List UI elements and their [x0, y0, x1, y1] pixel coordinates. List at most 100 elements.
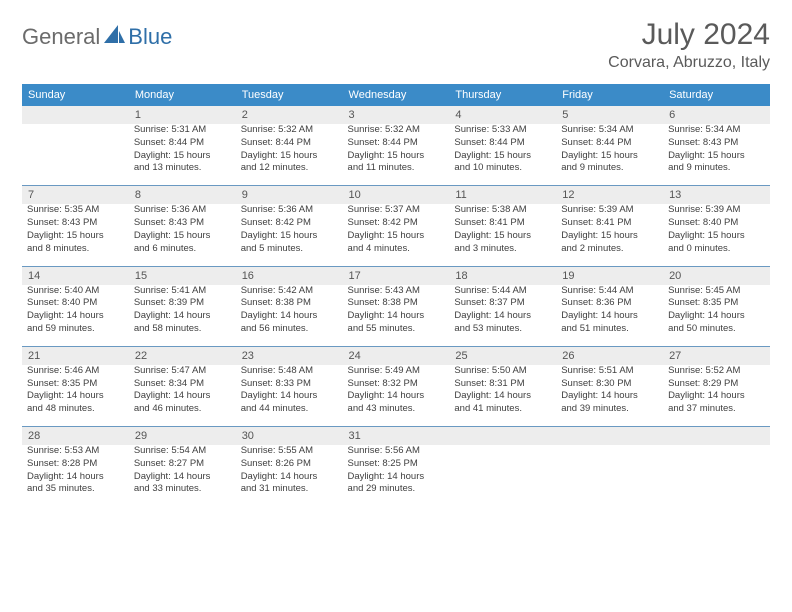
day-number: 12 [556, 186, 663, 205]
day-line: Sunrise: 5:45 AM [668, 285, 765, 298]
day-line: and 3 minutes. [454, 243, 551, 256]
day-line: Daylight: 14 hours [27, 390, 124, 403]
day-number: 2 [236, 106, 343, 124]
logo-text-general: General [22, 24, 100, 50]
daynum-row: 21222324252627 [22, 346, 770, 365]
day-cell: Sunrise: 5:48 AMSunset: 8:33 PMDaylight:… [236, 365, 343, 427]
dow-cell: Wednesday [343, 84, 450, 106]
day-line: Daylight: 14 hours [134, 310, 231, 323]
day-line: Sunset: 8:42 PM [348, 217, 445, 230]
day-line: Sunset: 8:43 PM [27, 217, 124, 230]
day-cell: Sunrise: 5:39 AMSunset: 8:40 PMDaylight:… [663, 204, 770, 266]
day-line: Sunset: 8:30 PM [561, 378, 658, 391]
daynum-row: 14151617181920 [22, 266, 770, 285]
day-number: 29 [129, 427, 236, 446]
calendar-body: SundayMondayTuesdayWednesdayThursdayFrid… [22, 84, 770, 506]
day-number: 24 [343, 346, 450, 365]
day-number: 5 [556, 106, 663, 124]
day-line: Daylight: 14 hours [348, 310, 445, 323]
day-line: Sunset: 8:38 PM [241, 297, 338, 310]
day-line: Sunset: 8:36 PM [561, 297, 658, 310]
week-row: Sunrise: 5:35 AMSunset: 8:43 PMDaylight:… [22, 204, 770, 266]
day-cell: Sunrise: 5:53 AMSunset: 8:28 PMDaylight:… [22, 445, 129, 506]
day-number: 9 [236, 186, 343, 205]
day-number: 23 [236, 346, 343, 365]
day-line: Sunrise: 5:50 AM [454, 365, 551, 378]
day-cell [556, 445, 663, 506]
day-number: 27 [663, 346, 770, 365]
day-line: Sunset: 8:40 PM [668, 217, 765, 230]
day-line: Sunrise: 5:54 AM [134, 445, 231, 458]
month-title: July 2024 [608, 18, 770, 52]
day-cell: Sunrise: 5:44 AMSunset: 8:36 PMDaylight:… [556, 285, 663, 347]
day-number: 6 [663, 106, 770, 124]
day-cell: Sunrise: 5:42 AMSunset: 8:38 PMDaylight:… [236, 285, 343, 347]
day-cell: Sunrise: 5:52 AMSunset: 8:29 PMDaylight:… [663, 365, 770, 427]
day-line: and 48 minutes. [27, 403, 124, 416]
day-line: Sunrise: 5:32 AM [348, 124, 445, 137]
day-line: Daylight: 14 hours [668, 310, 765, 323]
day-line: Sunset: 8:42 PM [241, 217, 338, 230]
day-line: Daylight: 14 hours [561, 310, 658, 323]
day-line: Sunset: 8:39 PM [134, 297, 231, 310]
logo: General Blue [22, 24, 172, 50]
day-cell: Sunrise: 5:51 AMSunset: 8:30 PMDaylight:… [556, 365, 663, 427]
day-line: Daylight: 14 hours [668, 390, 765, 403]
day-line: and 10 minutes. [454, 162, 551, 175]
day-number: 13 [663, 186, 770, 205]
day-line: and 33 minutes. [134, 483, 231, 496]
day-line: Sunrise: 5:51 AM [561, 365, 658, 378]
day-cell: Sunrise: 5:38 AMSunset: 8:41 PMDaylight:… [449, 204, 556, 266]
day-line: Sunset: 8:32 PM [348, 378, 445, 391]
day-cell: Sunrise: 5:39 AMSunset: 8:41 PMDaylight:… [556, 204, 663, 266]
day-line: Sunset: 8:44 PM [134, 137, 231, 150]
day-line: Daylight: 14 hours [134, 471, 231, 484]
day-line: Sunset: 8:34 PM [134, 378, 231, 391]
day-line: and 4 minutes. [348, 243, 445, 256]
day-line: Sunrise: 5:33 AM [454, 124, 551, 137]
day-number: 10 [343, 186, 450, 205]
day-line: Sunrise: 5:34 AM [668, 124, 765, 137]
day-line: Sunrise: 5:39 AM [668, 204, 765, 217]
day-number: 14 [22, 266, 129, 285]
day-line: Sunrise: 5:44 AM [454, 285, 551, 298]
day-line: Sunrise: 5:36 AM [241, 204, 338, 217]
day-line: Sunset: 8:38 PM [348, 297, 445, 310]
day-cell: Sunrise: 5:34 AMSunset: 8:44 PMDaylight:… [556, 124, 663, 186]
day-line: and 13 minutes. [134, 162, 231, 175]
day-cell: Sunrise: 5:36 AMSunset: 8:42 PMDaylight:… [236, 204, 343, 266]
day-line: and 37 minutes. [668, 403, 765, 416]
week-row: Sunrise: 5:53 AMSunset: 8:28 PMDaylight:… [22, 445, 770, 506]
day-line: Daylight: 15 hours [668, 150, 765, 163]
day-line: and 43 minutes. [348, 403, 445, 416]
day-number [449, 427, 556, 446]
day-number: 7 [22, 186, 129, 205]
day-line: Sunset: 8:33 PM [241, 378, 338, 391]
day-line: Sunrise: 5:49 AM [348, 365, 445, 378]
day-line: Sunset: 8:37 PM [454, 297, 551, 310]
day-cell: Sunrise: 5:54 AMSunset: 8:27 PMDaylight:… [129, 445, 236, 506]
day-line: Sunrise: 5:52 AM [668, 365, 765, 378]
day-line: and 35 minutes. [27, 483, 124, 496]
day-line: Sunset: 8:25 PM [348, 458, 445, 471]
day-number: 20 [663, 266, 770, 285]
day-line: Daylight: 15 hours [27, 230, 124, 243]
page-header: General Blue July 2024 Corvara, Abruzzo,… [22, 18, 770, 72]
day-line: and 9 minutes. [561, 162, 658, 175]
location-subtitle: Corvara, Abruzzo, Italy [608, 54, 770, 72]
day-number: 15 [129, 266, 236, 285]
day-line: Sunrise: 5:38 AM [454, 204, 551, 217]
day-cell: Sunrise: 5:49 AMSunset: 8:32 PMDaylight:… [343, 365, 450, 427]
day-line: Sunrise: 5:56 AM [348, 445, 445, 458]
day-line: Sunset: 8:35 PM [27, 378, 124, 391]
day-line: and 8 minutes. [27, 243, 124, 256]
day-number: 31 [343, 427, 450, 446]
day-line: Daylight: 15 hours [241, 230, 338, 243]
dow-cell: Saturday [663, 84, 770, 106]
day-number: 11 [449, 186, 556, 205]
logo-sail-icon [104, 25, 126, 50]
day-line: Sunrise: 5:41 AM [134, 285, 231, 298]
day-number: 30 [236, 427, 343, 446]
day-line: and 11 minutes. [348, 162, 445, 175]
dow-cell: Sunday [22, 84, 129, 106]
